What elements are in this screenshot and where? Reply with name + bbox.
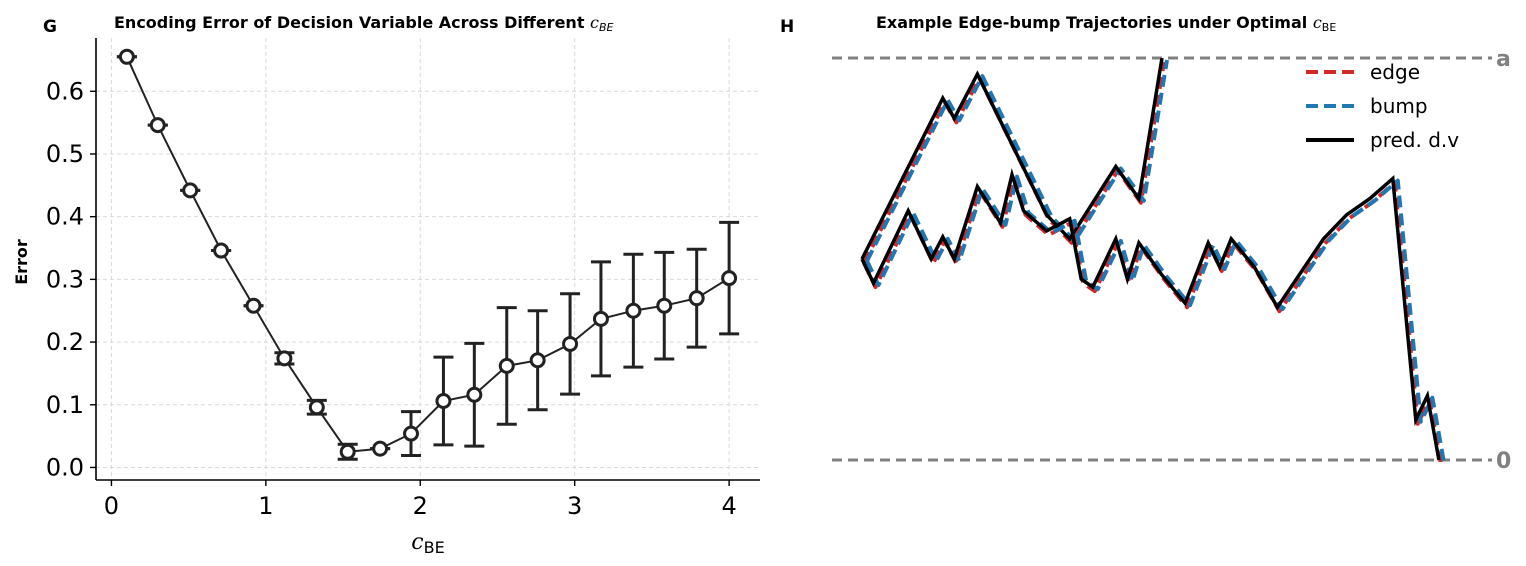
y-tick-label: 0.0 xyxy=(46,453,84,481)
y-tick-label: 0.4 xyxy=(46,203,84,231)
legend-label: pred. d.v xyxy=(1370,128,1459,152)
data-point xyxy=(625,302,642,319)
x-tick-label: 2 xyxy=(413,492,428,520)
upper-bound-label: a xyxy=(1496,47,1511,72)
lower-bound-label: 0 xyxy=(1496,449,1511,474)
panel-h-trajectories xyxy=(860,58,1446,462)
data-point xyxy=(688,290,705,307)
bump-trajectory-2 xyxy=(865,174,1446,462)
data-point xyxy=(403,425,420,442)
y-tick-label: 0.5 xyxy=(46,140,84,168)
data-point xyxy=(656,297,673,314)
y-tick-label: 0.2 xyxy=(46,328,84,356)
bump-trajectory-1 xyxy=(865,59,1169,262)
x-tick-label: 4 xyxy=(721,492,736,520)
pred-dv-trajectory-2 xyxy=(860,168,1441,461)
y-axis-label: Error xyxy=(12,239,31,285)
data-point xyxy=(149,117,166,134)
data-point xyxy=(372,440,389,457)
panel-g-title: Encoding Error of Decision Variable Acro… xyxy=(114,13,614,34)
y-tick-label: 0.3 xyxy=(46,265,84,293)
legend-label: bump xyxy=(1370,94,1428,118)
panel-h-legend: edge bump pred. d.v xyxy=(1306,60,1459,152)
x-tick-label: 1 xyxy=(258,492,273,520)
data-point xyxy=(118,48,135,65)
data-point xyxy=(529,352,546,369)
data-point xyxy=(592,310,609,327)
panel-h-title: Example Edge-bump Trajectories under Opt… xyxy=(876,13,1336,34)
panel-letter-g: G xyxy=(43,17,57,37)
data-point xyxy=(213,242,230,259)
panel-g-axes xyxy=(95,38,760,481)
panel-letter-h: H xyxy=(780,17,794,37)
x-tick-label: 0 xyxy=(104,492,119,520)
data-point xyxy=(721,270,738,287)
data-point xyxy=(276,350,293,367)
pred-dv-trajectory-1 xyxy=(860,58,1164,260)
x-axis-label: cBE xyxy=(411,530,444,557)
data-point xyxy=(182,182,199,199)
edge-trajectory-2 xyxy=(862,176,1443,462)
panel-h: H Example Edge-bump Trajectories under O… xyxy=(780,13,1511,474)
data-point xyxy=(308,399,325,416)
data-point xyxy=(466,386,483,403)
panel-g-grid xyxy=(96,38,760,480)
y-tick-label: 0.6 xyxy=(46,77,84,105)
data-point xyxy=(498,357,515,374)
panel-g: G Encoding Error of Decision Variable Ac… xyxy=(12,13,760,557)
x-tick-label: 3 xyxy=(567,492,582,520)
data-point xyxy=(245,297,262,314)
data-point xyxy=(339,443,356,460)
panel-g-data xyxy=(116,48,740,461)
legend-label: edge xyxy=(1370,60,1420,84)
y-tick-label: 0.1 xyxy=(46,391,84,419)
data-point xyxy=(562,335,579,352)
panel-g-ticks: 0 1 2 3 4 0.0 0.1 0.2 0.3 0.4 0.5 0.6 xyxy=(46,77,737,520)
data-point xyxy=(435,393,452,410)
